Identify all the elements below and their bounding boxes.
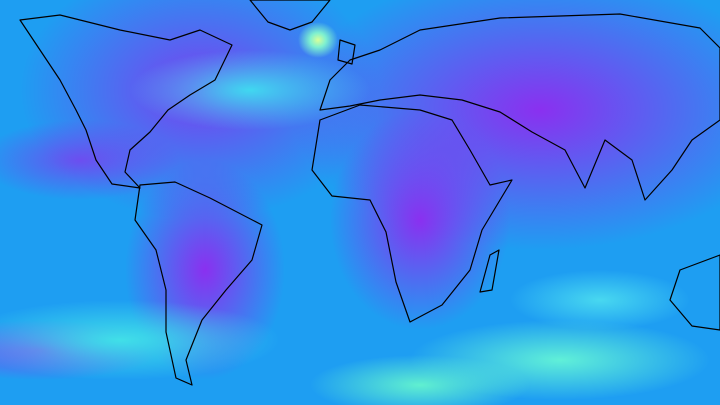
uk-coast — [337, 39, 356, 65]
south-america-coast — [134, 181, 263, 386]
africa-coast — [311, 104, 513, 323]
madagascar-coast — [479, 249, 500, 293]
north-america-coast — [19, 14, 233, 189]
greenland-coast — [249, 0, 331, 31]
eurasia-coast — [319, 13, 720, 201]
australia-coast — [669, 254, 720, 331]
